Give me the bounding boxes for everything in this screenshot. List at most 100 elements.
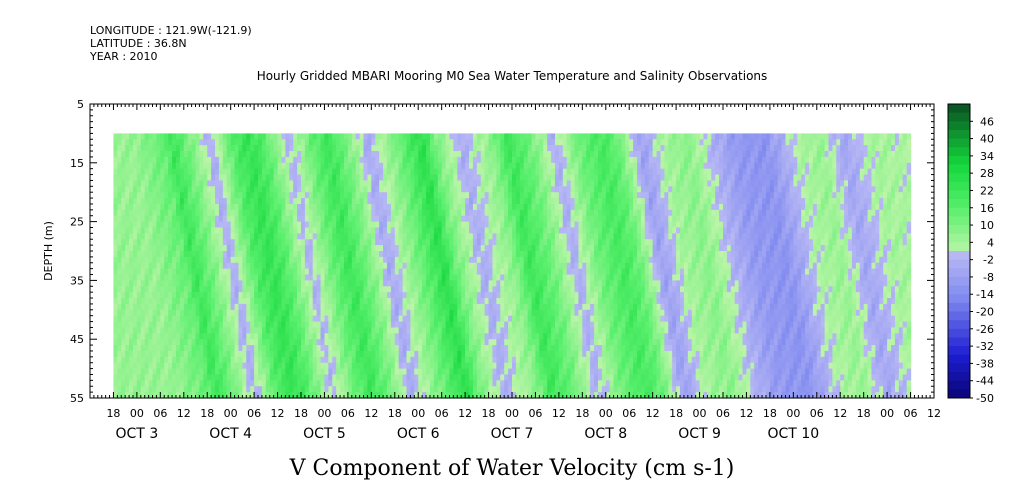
heatmap-cell [351, 186, 357, 193]
heatmap-cell [414, 251, 419, 258]
heatmap-cell [336, 374, 341, 381]
heatmap-cell [117, 274, 122, 281]
heatmap-cell [230, 374, 236, 381]
heatmap-cell [304, 186, 310, 193]
heatmap-cell [160, 203, 165, 211]
heatmap-cell [242, 327, 247, 334]
heatmap-cell [379, 268, 384, 276]
heatmap-cell [148, 215, 154, 223]
heatmap-cell [414, 151, 419, 158]
heatmap-cell [500, 345, 505, 352]
heatmap-cell [414, 168, 419, 176]
heatmap-cell [132, 292, 138, 299]
heatmap-cell [410, 303, 415, 311]
heatmap-cell [285, 180, 290, 187]
heatmap-cell [250, 198, 255, 205]
heatmap-cell [207, 280, 212, 287]
heatmap-cell [218, 192, 224, 199]
heatmap-cell [535, 321, 540, 329]
heatmap-cell [543, 227, 548, 234]
heatmap-cell [148, 298, 154, 305]
heatmap-cell [250, 268, 255, 276]
heatmap-cell [340, 345, 345, 352]
heatmap-cell [144, 268, 150, 276]
heatmap-cell [426, 345, 431, 352]
heatmap-cell [363, 251, 369, 258]
heatmap-cell [515, 280, 521, 287]
heatmap-cell [316, 292, 322, 299]
heatmap-cell [340, 174, 345, 182]
heatmap-cell [418, 233, 423, 240]
heatmap-cell [301, 233, 306, 240]
heatmap-cell [332, 303, 337, 311]
heatmap-cell [242, 392, 247, 399]
heatmap-cell [297, 298, 302, 305]
heatmap-cell [246, 303, 251, 311]
heatmap-cell [312, 298, 318, 305]
heatmap-cell [254, 133, 259, 140]
heatmap-cell [246, 151, 251, 158]
latitude-label: LATITUDE : 36.8N [90, 37, 187, 50]
heatmap-cell [476, 145, 482, 152]
heatmap-cell [222, 386, 228, 393]
heatmap-cell [144, 362, 150, 370]
heatmap-cell [324, 350, 329, 358]
heatmap-cell [320, 327, 326, 334]
heatmap-cell [211, 356, 216, 364]
heatmap-cell [293, 203, 298, 211]
heatmap-cell [375, 262, 380, 270]
heatmap-cell [539, 180, 544, 187]
heatmap-cell [304, 209, 310, 217]
heatmap-cell [179, 392, 185, 399]
heatmap-cell [484, 374, 490, 381]
heatmap-cell [246, 145, 251, 152]
heatmap-cell [453, 298, 458, 305]
heatmap-cell [398, 386, 404, 393]
heatmap-cell [386, 227, 392, 234]
heatmap-cell [164, 280, 169, 287]
heatmap-cell [515, 292, 521, 299]
heatmap-cell [379, 180, 384, 187]
heatmap-cell [250, 203, 255, 211]
heatmap-cell [433, 298, 439, 305]
heatmap-cell [386, 339, 392, 346]
heatmap-cell [156, 268, 161, 276]
heatmap-cell [367, 327, 372, 334]
heatmap-cell [480, 151, 486, 158]
heatmap-cell [375, 245, 380, 252]
heatmap-cell [164, 386, 169, 393]
heatmap-cell [504, 239, 509, 246]
heatmap-cell [457, 156, 462, 164]
heatmap-cell [418, 309, 423, 317]
heatmap-cell [449, 368, 454, 376]
heatmap-cell [445, 333, 451, 340]
heatmap-cell [277, 139, 283, 146]
heatmap-cell [222, 233, 228, 240]
heatmap-cell [183, 368, 189, 376]
heatmap-cell [508, 380, 513, 387]
heatmap-cell [230, 262, 236, 270]
heatmap-cell [504, 174, 509, 182]
heatmap-cell [215, 309, 220, 317]
heatmap-cell [351, 151, 357, 158]
heatmap-cell [406, 198, 412, 205]
heatmap-cell [449, 339, 454, 346]
heatmap-cell [340, 227, 345, 234]
heatmap-cell [379, 350, 384, 358]
heatmap-cell [500, 327, 505, 334]
heatmap-cell [226, 168, 232, 176]
heatmap-cell [168, 256, 173, 264]
heatmap-cell [164, 286, 169, 293]
heatmap-cell [254, 268, 259, 276]
heatmap-cell [246, 186, 251, 193]
heatmap-cell [441, 215, 447, 223]
heatmap-cell [406, 139, 412, 146]
heatmap-cell [535, 274, 540, 281]
heatmap-cell [508, 215, 513, 223]
heatmap-cell [297, 303, 302, 311]
heatmap-cell [226, 386, 232, 393]
heatmap-cell [398, 339, 404, 346]
heatmap-cell [453, 133, 458, 140]
heatmap-cell [265, 386, 271, 393]
heatmap-cell [406, 192, 412, 199]
